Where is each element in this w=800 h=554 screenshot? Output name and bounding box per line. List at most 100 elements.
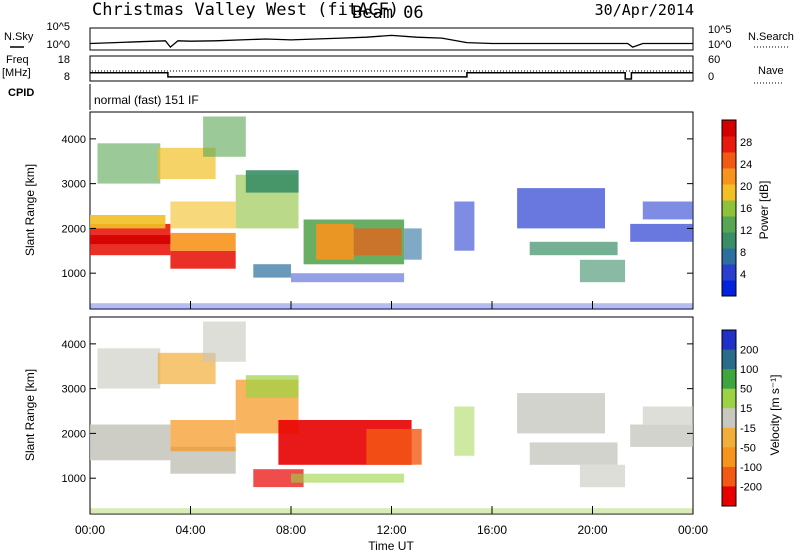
power-x-tickmarks <box>89 301 694 309</box>
velocity-colorbar-label: Velocity [m s⁻¹] <box>768 374 782 455</box>
x-tick-label: 00:00 <box>678 523 708 537</box>
range-echo-region <box>253 264 291 278</box>
velocity-colorbar: 200 100 50 15 -15 -50 -100 -200 <box>721 329 762 507</box>
colorbar-tick-label: -15 <box>740 423 756 435</box>
range-echo-region <box>529 442 618 465</box>
colorbar-segment <box>722 388 736 409</box>
frequency-panel-frame <box>89 55 694 82</box>
date-label: 30/Apr/2014 <box>595 1 694 19</box>
freq-label-line1: Freq <box>6 54 29 66</box>
range-echo-region <box>517 393 605 434</box>
colorbar-tick-label: -200 <box>740 481 762 493</box>
colorbar-segment <box>722 330 736 351</box>
range-echo-region <box>529 241 618 256</box>
range-echo-region <box>97 348 161 389</box>
freq-right-tick-top: 60 <box>708 54 720 66</box>
noise-right-tick-bottom: 10^0 <box>708 39 732 51</box>
colorbar-segment <box>722 152 736 169</box>
colorbar-segment <box>722 408 736 429</box>
range-echo-region <box>170 201 236 229</box>
colorbar-frame <box>721 119 737 297</box>
power-y-axis-label: Slant Range [km] <box>23 164 37 256</box>
noise-panel-frame <box>89 27 694 51</box>
range-echo-region <box>630 424 693 447</box>
range-echo-region <box>245 375 299 398</box>
range-echo-region <box>203 116 246 157</box>
y-tick-label: 2000 <box>62 223 86 235</box>
freq-series-line <box>90 71 693 80</box>
range-echo-region <box>90 424 171 461</box>
range-echo-region <box>170 232 236 251</box>
x-tick-label: 00:00 <box>75 523 105 537</box>
range-echo-region <box>517 188 605 229</box>
colorbar-tick-label: 16 <box>740 203 752 215</box>
y-tick-label: 4000 <box>62 339 86 351</box>
range-echo-region <box>203 321 246 362</box>
range-echo-region <box>353 228 402 256</box>
velocity-y-ticks: 1000 2000 3000 4000 <box>62 339 693 485</box>
noise-right-tick-top: 10^5 <box>708 24 732 36</box>
power-colorbar-label: Power [dB] <box>757 181 771 240</box>
colorbar-tick-label: 15 <box>740 403 752 415</box>
colorbar-tick-label: 200 <box>740 345 758 357</box>
station-title: Christmas Valley West (fitACF) <box>92 0 399 20</box>
nsky-label: N.Sky <box>4 31 34 43</box>
range-echo-region <box>404 228 422 260</box>
colorbar-segment <box>722 136 736 153</box>
colorbar-tick-label: 28 <box>740 137 752 149</box>
power-y-ticks: 1000 2000 3000 4000 <box>62 134 693 280</box>
range-echo-region <box>642 201 694 220</box>
y-tick-label: 1000 <box>62 268 86 280</box>
range-echo-region <box>316 223 354 260</box>
colorbar-tick-label: 8 <box>740 247 746 259</box>
range-echo-region <box>630 223 693 242</box>
colorbar-segment <box>722 200 736 217</box>
y-tick-label: 1000 <box>62 473 86 485</box>
range-echo-region <box>97 143 161 184</box>
colorbar-tick-label: 50 <box>740 384 752 396</box>
colorbar-tick-label: 4 <box>740 269 746 281</box>
freq-left-tick-top: 18 <box>58 54 70 66</box>
time-axis-label: Time UT <box>368 539 414 553</box>
power-panel: 1000 2000 3000 4000 Slant Range [km] <box>23 111 694 310</box>
range-echo-region <box>454 406 475 456</box>
x-tick-label: 08:00 <box>276 523 306 537</box>
colorbar-tick-label: 12 <box>740 225 752 237</box>
range-echo-region <box>642 406 694 425</box>
colorbar-tick-label: 20 <box>740 181 752 193</box>
noise-left-tick-bottom: 10^0 <box>46 39 70 51</box>
range-echo-region <box>579 259 626 283</box>
y-tick-label: 3000 <box>62 384 86 396</box>
colorbar-segment <box>722 120 736 137</box>
freq-label-line2: [MHz] <box>2 67 31 79</box>
colorbar-segment <box>722 349 736 370</box>
range-echo-region <box>245 170 299 193</box>
colorbar-tick-label: 24 <box>740 159 752 171</box>
nsearch-label: N.Search <box>748 31 794 43</box>
colorbar-tick-label: -100 <box>740 462 762 474</box>
colorbar-segment <box>722 184 736 201</box>
colorbar-segment <box>722 248 736 265</box>
range-echo-region <box>90 235 171 245</box>
range-echo-region <box>170 420 236 452</box>
cpid-value: normal (fast) 151 IF <box>94 93 199 107</box>
nsky-series-line <box>89 34 693 49</box>
nave-label: Nave <box>758 65 784 77</box>
colorbar-segment <box>722 216 736 233</box>
noise-left-tick-top: 10^5 <box>46 21 70 33</box>
colorbar-segment <box>722 447 736 468</box>
y-tick-label: 4000 <box>62 134 86 146</box>
velocity-panel: 1000 2000 3000 4000 00:00 04:00 08:00 12:00 16:… <box>23 316 708 553</box>
range-echo-region <box>170 250 236 269</box>
beam-label: Beam 06 <box>352 3 424 23</box>
freq-right-tick-bottom: 0 <box>708 71 714 83</box>
freq-left-tick-bottom: 8 <box>64 71 70 83</box>
y-tick-label: 2000 <box>62 428 86 440</box>
colorbar-segment <box>722 369 736 390</box>
colorbar-segment <box>722 427 736 448</box>
colorbar-segment <box>722 168 736 185</box>
range-echo-region <box>291 473 405 483</box>
colorbar-tick-label: 100 <box>740 364 758 376</box>
x-tick-label: 16:00 <box>477 523 507 537</box>
